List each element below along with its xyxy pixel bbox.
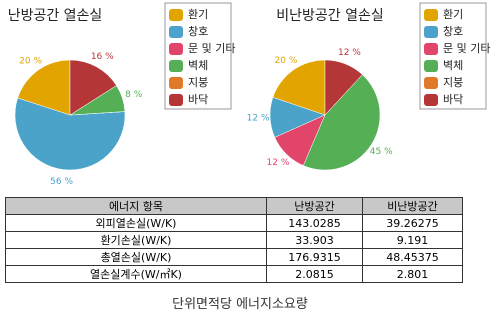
legend-swatch [424,60,438,72]
value-label: 16 % [91,52,114,62]
table-row: 열손실계수(W/㎡K) 2.0815 2.801 [5,265,463,283]
table-cell: 39.26275 [362,214,463,232]
legend-swatch [424,26,438,38]
chart-title: 비난방공간 열손실 [276,8,384,24]
header-cell: 난방공간 [266,197,363,215]
table-cell: 48.45375 [362,248,463,266]
pie-slice [14,97,126,171]
legend-label: 바닥 [188,93,208,106]
pie-slice [303,74,381,171]
legend-label: 환기 [188,8,208,21]
legend-label: 문 및 기타 [188,42,235,55]
legend-label: 벽체 [188,59,208,72]
table-cell: 2.801 [362,265,463,283]
legend-label: 지붕 [443,76,463,89]
legend-swatch [424,77,438,89]
legend-label: 창호 [188,25,208,38]
legend-swatch [424,94,438,106]
legend-swatch [169,94,183,106]
table-cell: 2.0815 [266,265,363,283]
value-label: 12 % [338,48,361,58]
value-label: 56 % [50,177,73,187]
chart-title: 난방공간 열손실 [8,8,103,24]
table-cell: 143.0285 [266,214,363,232]
table-row: 총열손실(W/K) 176.9315 48.45375 [5,248,463,266]
pie-slice [272,59,326,116]
table-cell: 환기손실(W/K) [5,231,267,249]
value-label: 20 % [19,56,42,66]
legend-swatch [169,9,183,21]
legend-label: 바닥 [443,93,463,106]
header-cell: 비난방공간 [362,197,463,215]
value-label: 12 % [267,158,290,168]
legend-label: 지붕 [188,76,208,89]
value-label: 20 % [275,56,298,66]
data-table: 에너지 항목 난방공간 비난방공간 외피열손실(W/K) 143.0285 39.262… [5,197,463,283]
value-label: 45 % [370,147,393,157]
pie-slice [69,59,117,116]
table-cell: 총열손실(W/K) [5,248,267,266]
legend-label: 문 및 기타 [443,42,490,55]
pie-slice [17,59,71,116]
pie-slice [324,59,363,116]
value-label: 12 % [247,114,270,124]
table-row: 환기손실(W/K) 33.903 9.191 [5,231,463,249]
header-row: 에너지 항목 난방공간 비난방공간 [5,197,463,215]
table-cell: 외피열손실(W/K) [5,214,267,232]
table-cell: 176.9315 [266,248,363,266]
legend-label: 창호 [443,25,463,38]
legend-label: 벽체 [443,59,463,72]
caption: 단위면적당 에너지소요량 [172,297,308,312]
legend-swatch [169,43,183,55]
legend-swatch [169,26,183,38]
value-label: 8 % [125,90,143,100]
legend-swatch [424,43,438,55]
legend-label: 환기 [443,8,463,21]
legend-swatch [169,77,183,89]
legend-swatch [424,9,438,21]
table-row: 외피열손실(W/K) 143.0285 39.26275 [5,214,463,232]
table-cell: 33.903 [266,231,363,249]
table-cell: 열손실계수(W/㎡K) [5,265,267,283]
legend-swatch [169,60,183,72]
table-cell: 9.191 [362,231,463,249]
header-cell: 에너지 항목 [5,197,267,215]
